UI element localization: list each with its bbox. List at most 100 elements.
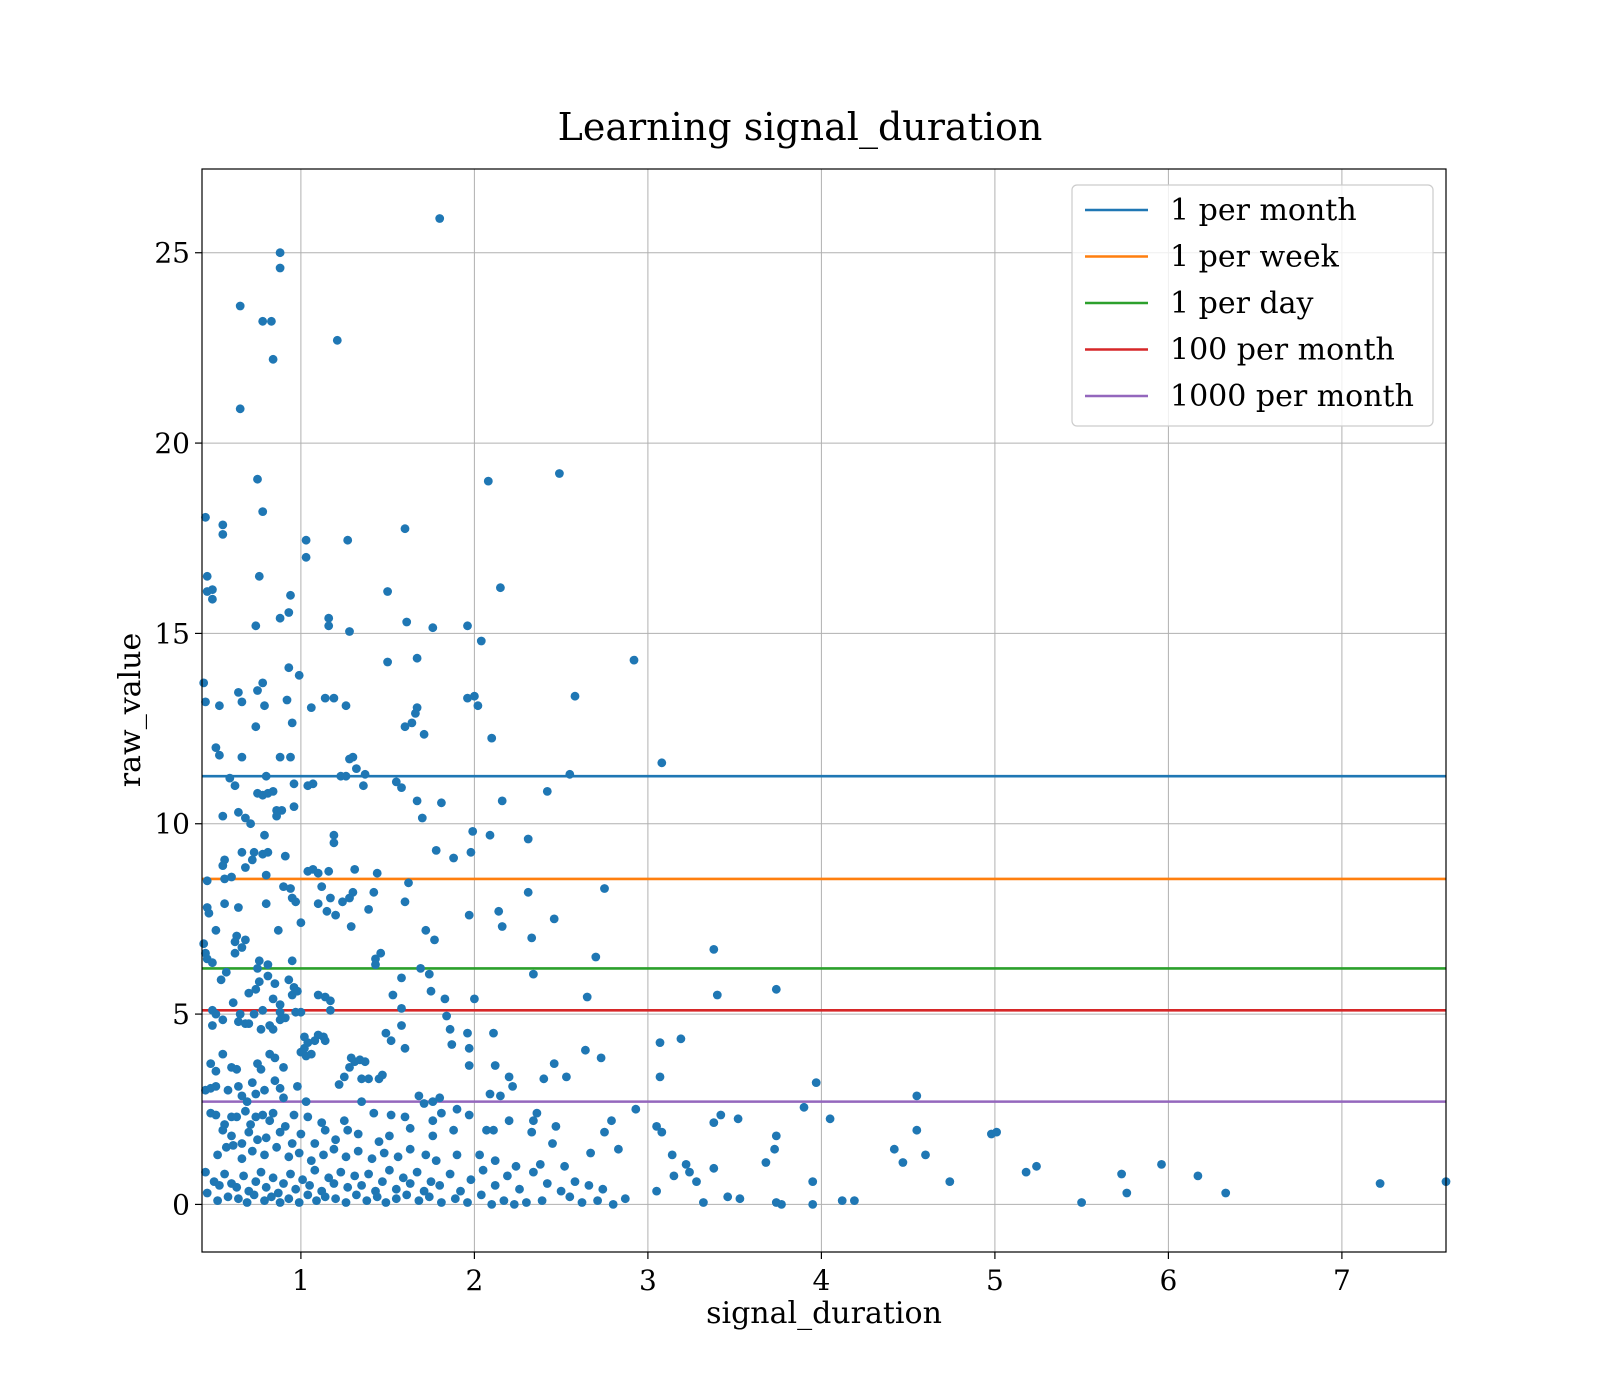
data-point [808, 1200, 818, 1209]
data-point [584, 1181, 594, 1190]
data-point [223, 1085, 233, 1095]
data-point [317, 882, 327, 891]
data-point [282, 695, 292, 705]
data-point [431, 1156, 441, 1165]
data-point [303, 1038, 313, 1047]
data-point [442, 1011, 451, 1021]
data-point [275, 248, 285, 258]
data-point [549, 1059, 559, 1068]
data-point [542, 787, 552, 796]
data-point [476, 636, 486, 646]
data-point [570, 691, 580, 701]
data-point [485, 1089, 495, 1099]
data-point [435, 1181, 445, 1190]
data-point [234, 807, 243, 817]
data-point [582, 992, 592, 1002]
data-point [254, 571, 264, 581]
data-point [565, 1192, 575, 1202]
data-point [411, 709, 420, 718]
data-point [523, 834, 533, 844]
data-point [414, 1091, 424, 1101]
data-point [527, 933, 537, 943]
data-point [771, 1131, 781, 1141]
legend-label: 1000 per month [1170, 379, 1414, 414]
data-point [334, 1080, 344, 1089]
data-point [912, 1125, 922, 1135]
data-point [393, 1152, 403, 1162]
data-point [400, 897, 410, 907]
data-point [329, 1179, 339, 1188]
x-tick-label: 2 [465, 1264, 483, 1297]
data-point [202, 1188, 212, 1198]
data-point [253, 964, 262, 973]
data-point [504, 1072, 514, 1082]
data-point [607, 1116, 616, 1126]
chart-title: Learning signal_duration [558, 105, 1043, 150]
data-point [667, 1150, 677, 1160]
data-point [235, 404, 245, 414]
data-point [270, 1076, 280, 1086]
data-point [268, 994, 278, 1004]
data-point [208, 594, 217, 604]
y-tick-label: 5 [172, 998, 190, 1031]
data-point [898, 1158, 908, 1167]
data-point [234, 903, 243, 912]
data-point [220, 874, 230, 884]
data-point [371, 960, 380, 969]
data-point [600, 884, 609, 893]
data-point [596, 1053, 606, 1063]
data-point [402, 617, 412, 627]
data-point [367, 1154, 377, 1164]
data-point [202, 571, 212, 581]
data-point [294, 670, 304, 680]
data-point [431, 846, 441, 855]
data-point [279, 1063, 288, 1072]
data-point [324, 1173, 334, 1183]
data-point [921, 1150, 930, 1160]
data-point [421, 925, 431, 935]
data-point [261, 771, 271, 781]
data-point [303, 1112, 313, 1122]
data-point [331, 1194, 340, 1204]
data-point [490, 1181, 500, 1190]
data-point [244, 1127, 254, 1137]
data-point [253, 686, 262, 695]
data-point [345, 1063, 354, 1072]
data-point [253, 1135, 262, 1145]
data-point [246, 1120, 256, 1129]
legend-label: 1 per day [1170, 286, 1314, 321]
data-point [437, 1108, 446, 1118]
data-point [261, 870, 271, 880]
data-point [279, 882, 288, 891]
data-point [202, 876, 212, 886]
data-point [268, 787, 278, 796]
data-point [218, 530, 228, 539]
data-point [263, 960, 273, 969]
data-point [272, 811, 281, 821]
data-point [329, 1144, 339, 1154]
data-point [655, 1038, 665, 1047]
data-point [560, 1161, 569, 1171]
data-point [326, 1005, 335, 1015]
data-point [771, 984, 781, 994]
data-point [298, 1175, 307, 1185]
data-point [504, 1116, 514, 1126]
data-point [1077, 1198, 1086, 1207]
data-point [251, 984, 261, 994]
data-point [211, 1066, 221, 1076]
data-point [359, 781, 368, 791]
data-point [275, 1000, 285, 1009]
data-point [629, 655, 639, 665]
data-point [577, 1198, 587, 1207]
data-point [291, 1184, 301, 1194]
data-point [352, 764, 361, 773]
data-point [551, 1122, 561, 1131]
data-point [539, 1074, 549, 1084]
data-point [237, 1154, 247, 1164]
data-point [284, 1194, 294, 1204]
data-point [419, 729, 429, 739]
data-point [556, 1186, 566, 1196]
data-point [293, 986, 302, 996]
data-point [306, 703, 316, 712]
data-point [206, 1059, 216, 1068]
